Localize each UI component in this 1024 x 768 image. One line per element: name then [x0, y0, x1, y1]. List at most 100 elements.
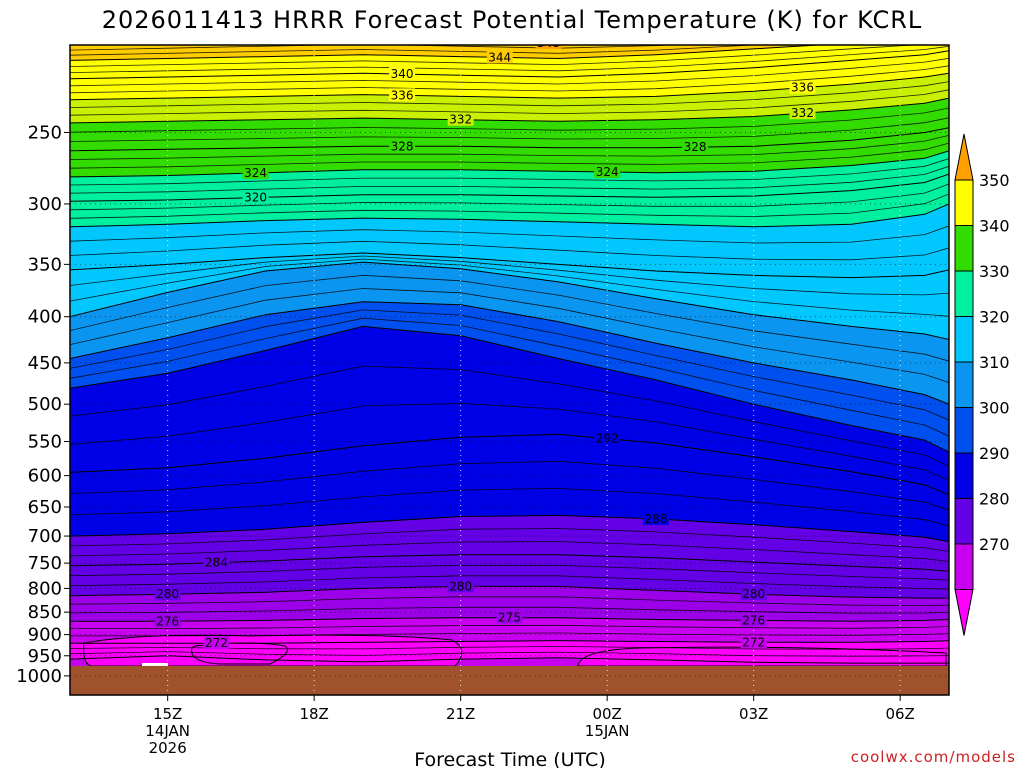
contour-label-bg	[535, 45, 562, 49]
isoline-minor	[70, 309, 949, 421]
contour-label: 332	[449, 113, 472, 127]
y-tick-label: 500	[28, 394, 62, 415]
surface-mark	[142, 663, 168, 666]
contour-label-bg	[486, 50, 513, 64]
contour-label-bg	[594, 164, 621, 178]
theta-band-276	[70, 586, 949, 622]
colorbar-label: 270	[979, 535, 1010, 554]
isoline-minor	[70, 288, 949, 383]
colorbar-label: 310	[979, 353, 1010, 372]
isoline-minor	[70, 564, 949, 581]
colorbar-swatch	[954, 270, 974, 317]
x-tick-sublabel: 15JAN	[585, 722, 630, 740]
colorbar-label: 340	[979, 217, 1010, 236]
contour-label: 272	[205, 636, 228, 650]
y-tick-label: 600	[28, 466, 62, 487]
y-tick-label: 650	[28, 497, 62, 518]
isoline-minor	[70, 402, 949, 481]
isoline-minor	[70, 274, 949, 362]
isoline-336	[70, 72, 949, 101]
contour-label: 272	[742, 635, 765, 649]
contour-label-bg	[154, 587, 181, 601]
isoline-minor	[70, 225, 949, 244]
y-tick-label: 900	[28, 625, 62, 646]
isoline-minor	[70, 258, 949, 317]
contour-label: 336	[391, 88, 414, 102]
contour-label-bg	[242, 165, 269, 179]
isoline-minor	[70, 89, 949, 116]
contour-label-bg	[740, 613, 767, 627]
theta-band-292	[70, 326, 949, 495]
contour-label: 284	[205, 556, 228, 570]
contour-label: 280	[156, 587, 179, 601]
contour-label-bg	[682, 140, 709, 154]
isoline-324	[70, 150, 949, 178]
y-tick-label: 300	[28, 194, 62, 215]
y-tick-label: 350	[28, 254, 62, 275]
isoline-minor	[70, 45, 920, 67]
contour-label: 276	[156, 614, 179, 628]
isoline-minor	[70, 606, 949, 614]
isoline-minor	[70, 596, 949, 606]
contour-label: 275	[498, 611, 521, 625]
contour-label-bg	[154, 614, 181, 628]
colorbar-swatch	[954, 179, 974, 226]
isoline-340	[70, 50, 949, 80]
isoline-minor	[70, 193, 949, 219]
theta-band-310	[70, 203, 949, 278]
contour-label: 324	[244, 166, 267, 180]
contour-label: 348	[537, 36, 560, 50]
isoline-328	[70, 127, 949, 152]
y-tick-label: 850	[28, 602, 62, 623]
isoline-minor	[70, 45, 949, 73]
isoline-minor	[70, 81, 949, 108]
contour-label-bg	[496, 610, 523, 624]
contour-label: 340	[391, 67, 414, 81]
isoline-minor	[70, 158, 949, 186]
theta-band-316	[70, 174, 949, 227]
colorbar-label: 300	[979, 399, 1010, 418]
contour-label: 280	[449, 579, 472, 593]
contour-label: 328	[391, 139, 414, 153]
isoline-minor	[70, 317, 949, 437]
contour-label-bg	[389, 139, 416, 153]
theta-band-284	[70, 515, 949, 572]
contour-label: 288	[645, 512, 668, 526]
isoline-276	[70, 617, 949, 622]
colorbar-swatch	[954, 543, 974, 590]
y-tick-label: 950	[28, 646, 62, 667]
plot-frame	[69, 44, 950, 696]
x-tick-sublabel: 2026	[149, 739, 187, 757]
isoline-minor	[70, 135, 949, 160]
contour-label: 324	[596, 165, 619, 179]
isoline-minor	[70, 528, 949, 552]
contour-label-bg	[789, 80, 816, 94]
x-tick-label: 18Z	[299, 705, 328, 723]
theta-band-288	[70, 434, 949, 542]
contour-label-bg	[389, 88, 416, 102]
colorbar-swatch	[954, 361, 974, 408]
isoline-minor	[70, 57, 949, 87]
contour-labels: 348 344 340 336 332 328 324 320 336 332 328 324 292 2…	[154, 36, 816, 650]
x-tick-label: 15Z	[153, 705, 182, 723]
isoline-minor	[70, 365, 949, 467]
isoline-minor	[70, 142, 949, 169]
y-tick-label: 400	[28, 307, 62, 328]
contour-label: 328	[684, 140, 707, 154]
chart-title: 2026011413 HRRR Forecast Potential Tempe…	[102, 6, 923, 34]
contour-label-bg	[740, 587, 767, 601]
isoline-minor	[70, 575, 949, 590]
y-tick-label: 450	[28, 353, 62, 374]
isoline-minor	[70, 645, 949, 650]
y-tick-label: 550	[28, 432, 62, 453]
isoline-minor	[70, 117, 949, 142]
isoline-minor	[70, 460, 949, 511]
contour-label-bg	[203, 636, 230, 650]
isoline-minor	[70, 624, 949, 629]
contour-label-bg	[389, 67, 416, 81]
x-tick-label: 03Z	[739, 705, 768, 723]
colorbar-top-arrow	[954, 133, 974, 181]
theta-band-296	[70, 301, 949, 453]
colorbar-swatch	[954, 407, 974, 454]
